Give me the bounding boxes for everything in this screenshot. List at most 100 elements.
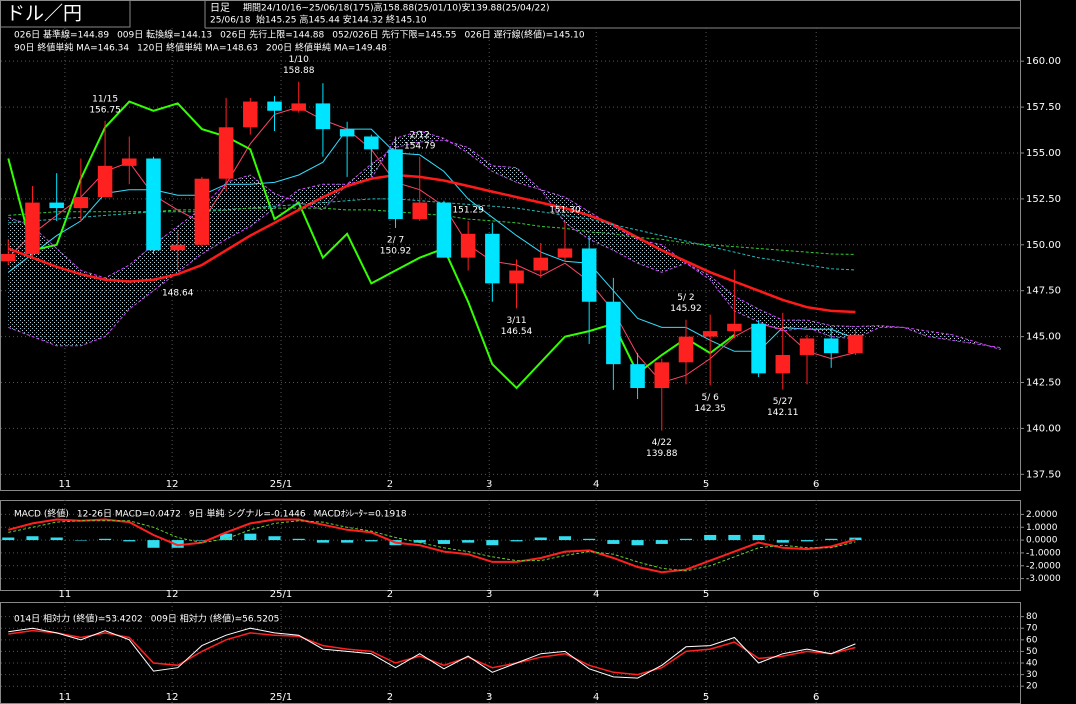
y-tick-label: 70 xyxy=(1026,624,1038,634)
histogram-bar xyxy=(728,534,741,541)
candle-body xyxy=(630,364,645,389)
x-tick-label: 25/1 xyxy=(270,589,292,600)
candle-body xyxy=(25,202,40,254)
panel-frame xyxy=(0,0,1021,491)
candle-body xyxy=(388,149,403,220)
annotation-date: 1/10 xyxy=(289,55,309,65)
candle-body xyxy=(775,354,791,374)
x-tick-label: 2 xyxy=(387,692,393,703)
series-line xyxy=(8,629,856,676)
histogram-bar xyxy=(800,540,814,542)
y-tick-label: 152.50 xyxy=(1026,194,1061,205)
candle-body xyxy=(751,323,766,374)
annotation-date: 5/ 6 xyxy=(702,393,720,403)
histogram-bar xyxy=(679,538,693,541)
histogram-bar xyxy=(123,540,136,542)
histogram-bar xyxy=(147,540,160,548)
x-tick-label: 4 xyxy=(593,692,599,703)
annotation-price: 146.54 xyxy=(501,327,533,337)
candle-body xyxy=(243,101,258,128)
candle-body xyxy=(218,127,234,179)
annotation-price: 139.88 xyxy=(646,449,678,459)
series-line xyxy=(8,139,1001,349)
y-tick-label: -3.0000 xyxy=(1026,574,1061,584)
annotation-price: 142.35 xyxy=(694,404,726,414)
y-tick-label: 20 xyxy=(1026,682,1038,692)
y-tick-label: 150.00 xyxy=(1026,240,1061,251)
x-tick-label: 11 xyxy=(59,589,72,600)
annotation-price: 158.88 xyxy=(283,66,315,76)
histogram-bar xyxy=(74,540,87,541)
histogram-bar xyxy=(220,533,233,541)
legend-item: 90日 終値単純 MA=146.34 xyxy=(14,42,129,54)
histogram-bar xyxy=(413,540,426,543)
legend-item: 200日 終値単純 MA=149.48 xyxy=(266,42,387,54)
legend-item: 026日 基準線=144.89 xyxy=(14,29,109,41)
x-tick-label: 5 xyxy=(703,589,709,600)
candle-body xyxy=(509,270,524,284)
annotation-price: 156.75 xyxy=(89,105,121,115)
histogram-bar xyxy=(50,537,63,541)
symbol-box xyxy=(0,0,131,28)
y-tick-label: -2.0000 xyxy=(1026,561,1061,571)
series-line xyxy=(7,173,856,314)
candle-body xyxy=(170,244,185,251)
candle-body xyxy=(146,158,161,251)
histogram-bar xyxy=(534,537,547,541)
y-tick-label: 160.00 xyxy=(1026,56,1061,67)
histogram-bar xyxy=(171,540,184,548)
x-tick-label: 12 xyxy=(166,692,179,703)
x-tick-label: 5 xyxy=(703,692,709,703)
annotation-date: 11/15 xyxy=(92,94,118,104)
annotation-date: 4/22 xyxy=(652,438,672,448)
annotation-price: 151.29 xyxy=(452,206,484,216)
candle-body xyxy=(678,336,694,363)
x-tick-label: 25/1 xyxy=(270,692,292,703)
series-line xyxy=(8,520,856,572)
histogram-bar xyxy=(341,540,354,543)
legend-item: 120日 終値単純 MA=148.63 xyxy=(137,42,258,54)
ohlc: 始145.25 高145.44 安144.32 終145.10 xyxy=(256,14,427,26)
candle-body xyxy=(460,233,476,258)
y-tick-label: 155.00 xyxy=(1026,148,1061,159)
histogram-bar xyxy=(462,540,475,543)
x-tick-label: 2 xyxy=(387,589,393,600)
candle-body xyxy=(412,202,427,220)
candle-body xyxy=(73,197,89,209)
candle-body xyxy=(364,136,379,150)
x-tick-label: 11 xyxy=(59,692,72,703)
annotation-date: 2/ 7 xyxy=(387,235,404,245)
histogram-bar xyxy=(704,534,717,541)
y-tick-label: 147.50 xyxy=(1026,286,1061,297)
legend-item: 014日 相対力 (終値)=53.4202 xyxy=(14,613,143,625)
y-tick-label: 30 xyxy=(1026,670,1038,680)
histogram-bar xyxy=(849,537,862,541)
x-tick-label: 3 xyxy=(486,692,492,703)
symbol: ドル／円 xyxy=(6,3,82,25)
histogram-bar xyxy=(292,538,305,541)
candle-body xyxy=(823,338,839,354)
date: 25/06/18 xyxy=(210,16,251,26)
legend-item: 052/026日 先行下限=145.55 xyxy=(332,29,456,41)
annotation-date: 5/27 xyxy=(773,397,793,407)
histogram-bar xyxy=(558,536,572,541)
legend-item: 026日 遅行線(終値)=145.10 xyxy=(465,29,585,41)
candle-body xyxy=(291,103,306,111)
histogram-bar xyxy=(316,540,329,543)
series-line xyxy=(8,627,856,679)
annotation-date: 3/11 xyxy=(506,316,526,326)
series-line xyxy=(8,518,856,574)
x-tick-label: 6 xyxy=(813,589,819,600)
y-tick-label: 142.50 xyxy=(1026,378,1061,389)
y-tick-label: 80 xyxy=(1026,612,1038,622)
candle-body xyxy=(436,202,452,258)
legend-item: 9日 単純 シグナル=-0.1446 xyxy=(189,508,306,520)
histogram-bar xyxy=(631,540,644,546)
x-tick-label: 12 xyxy=(166,589,179,600)
cloud xyxy=(8,131,1001,350)
histogram-bar xyxy=(655,540,668,544)
bar-type: 日足 xyxy=(210,2,230,14)
series-line xyxy=(8,207,856,255)
y-tick-label: 137.50 xyxy=(1026,469,1061,480)
